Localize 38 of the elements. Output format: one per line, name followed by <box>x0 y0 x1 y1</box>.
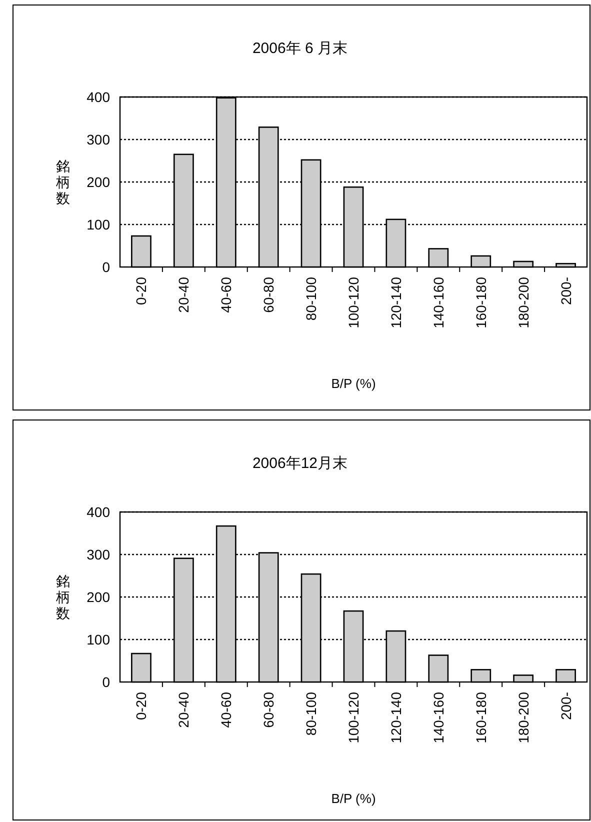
y-tick-label: 400 <box>86 504 110 520</box>
y-tick-label: 100 <box>86 632 110 648</box>
chart-title: 2006年12月末 <box>252 455 348 472</box>
x-tick-label: 180-200 <box>515 692 532 744</box>
y-tick-label: 0 <box>102 674 110 690</box>
y-axis-title: 銘柄数 <box>55 158 70 206</box>
x-tick-label: 60-80 <box>260 692 277 728</box>
x-tick-label: 120-140 <box>388 692 404 744</box>
x-tick-label: 160-180 <box>472 692 489 744</box>
x-tick-label: 200- <box>558 692 574 720</box>
x-tick-label: 100-120 <box>346 692 362 744</box>
x-tick-label: 180-200 <box>515 276 532 328</box>
x-tick-label: 40-60 <box>218 276 234 313</box>
y-axis-title: 銘柄数 <box>55 573 70 621</box>
x-tick-label: 140-160 <box>430 692 446 744</box>
x-tick-label: 80-100 <box>303 692 320 736</box>
x-axis-title: B/P (%) <box>331 791 376 806</box>
x-tick-label: 40-60 <box>218 692 234 728</box>
chart-title: 2006年 6 月末 <box>252 40 348 57</box>
x-tick-label: 80-100 <box>303 276 320 321</box>
x-tick-label: 100-120 <box>346 276 362 328</box>
x-tick-label: 160-180 <box>472 276 489 328</box>
x-axis-title: B/P (%) <box>331 376 376 391</box>
x-tick-label: 0-20 <box>133 276 150 306</box>
y-tick-label: 300 <box>86 546 110 562</box>
x-tick-label: 20-40 <box>176 276 192 313</box>
x-tick-label: 140-160 <box>430 276 446 328</box>
x-tick-label: 200- <box>558 276 574 306</box>
x-tick-label: 20-40 <box>176 692 192 728</box>
y-tick-label: 300 <box>86 132 110 148</box>
x-tick-label: 60-80 <box>260 276 277 313</box>
y-tick-label: 200 <box>86 174 110 190</box>
y-tick-label: 200 <box>86 589 110 605</box>
y-tick-label: 400 <box>86 89 110 105</box>
y-tick-label: 0 <box>102 259 110 275</box>
x-tick-label: 0-20 <box>133 692 150 720</box>
y-tick-label: 100 <box>86 216 110 232</box>
x-tick-label: 120-140 <box>388 276 404 328</box>
